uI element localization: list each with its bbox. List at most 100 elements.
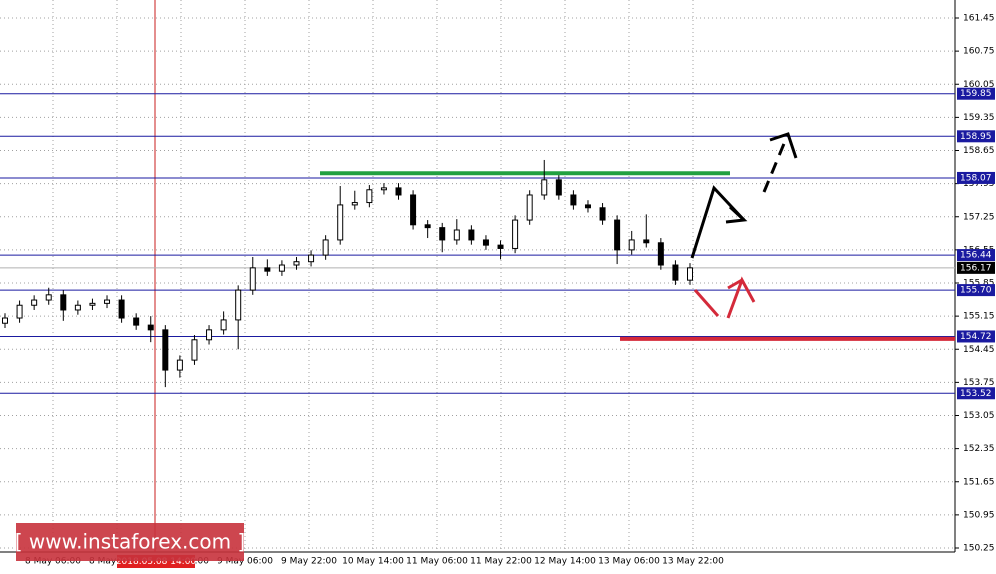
watermark-box (16, 523, 244, 561)
candle-body (89, 302, 96, 306)
candle-body (439, 227, 446, 241)
y-tick-label: 155.85 (963, 279, 995, 289)
candle-body (570, 194, 577, 206)
arrow-head (725, 205, 748, 224)
candle-body (278, 264, 285, 272)
level-label: 155.70 (960, 286, 992, 296)
x-tick-label: 12 May 14:00 (534, 557, 596, 567)
candle-body (264, 267, 271, 272)
candle-body (482, 239, 489, 246)
level-label: 158.95 (960, 132, 992, 142)
level-label-box (957, 330, 995, 343)
candle-body (599, 207, 606, 221)
y-tick-label: 150.25 (963, 544, 995, 554)
candle-body (74, 304, 81, 311)
candle-body (614, 219, 621, 251)
candle-body (672, 264, 679, 281)
candle-body (308, 254, 315, 263)
candle-body (657, 242, 664, 266)
candle-body (235, 289, 242, 321)
level-label-box (957, 171, 995, 184)
level-label-box (957, 387, 995, 400)
candle-body (468, 229, 475, 241)
y-tick-label: 153.05 (963, 411, 995, 421)
candle-body (191, 339, 198, 361)
watermark: [ www.instaforex.com ] (15, 530, 246, 554)
y-tick-label: 155.15 (963, 312, 995, 322)
candle-body (584, 204, 591, 209)
candle-body (643, 239, 650, 244)
candle-body (337, 204, 344, 241)
candle-body (293, 261, 300, 266)
arrow-head (727, 278, 743, 290)
candle-body (541, 179, 548, 196)
candle-body (555, 179, 562, 196)
candle-body (176, 359, 183, 371)
level-label-box (957, 284, 995, 297)
x-tick-label: 10 May 14:00 (342, 557, 404, 567)
y-tick-label: 151.65 (963, 477, 995, 487)
y-tick-label: 161.45 (963, 14, 995, 24)
y-tick-label: 150.95 (963, 510, 995, 520)
level-label-box (957, 87, 995, 100)
y-tick-label: 160.05 (963, 80, 995, 90)
x-tick-label: 11 May 22:00 (470, 557, 532, 567)
candle-body (687, 267, 693, 281)
current-price-label: 156.17 (960, 263, 992, 273)
candle-body (410, 194, 417, 226)
candle-body (118, 299, 125, 319)
y-tick-label: 159.35 (963, 113, 995, 123)
candle-body (133, 317, 140, 326)
candle-body (497, 244, 504, 249)
candle-body (512, 219, 519, 249)
candle-body (424, 224, 431, 229)
level-label: 158.07 (960, 173, 992, 183)
y-tick-label: 153.75 (963, 378, 995, 388)
x-tick-label: 9 May 06:00 (217, 557, 273, 567)
y-tick-label: 157.95 (963, 179, 995, 189)
candle-body (220, 319, 227, 331)
candle-body (2, 317, 8, 324)
candle-body (366, 189, 373, 204)
candle-body (351, 202, 358, 206)
candle-body (60, 294, 67, 311)
y-tick-label: 157.25 (963, 212, 995, 222)
level-label: 156.44 (960, 251, 992, 261)
forecast-arrows (690, 132, 798, 319)
x-tick-label: 13 May 22:00 (662, 557, 724, 567)
x-tick-label: 8 May 06:00 (25, 557, 81, 567)
cursor-label: 2018.05.08 14:00 (116, 557, 197, 567)
y-tick-label: 158.65 (963, 146, 995, 156)
y-tick-label: 160.75 (963, 47, 995, 57)
y-tick-label: 154.45 (963, 345, 995, 355)
candle-body (31, 299, 38, 306)
candle-body (249, 267, 256, 291)
candle-body (526, 194, 533, 221)
arrow-dashed (762, 133, 790, 193)
candle-body (453, 229, 460, 241)
level-label: 154.72 (960, 332, 992, 342)
level-label: 159.85 (960, 89, 992, 99)
candle-body (322, 239, 329, 256)
candle-body (104, 299, 111, 304)
candle-body (16, 304, 23, 319)
candle-body (395, 187, 402, 196)
candle-body (147, 324, 154, 331)
level-label-box (957, 130, 995, 143)
arrow-down (693, 289, 720, 317)
candle-body (206, 329, 213, 341)
candle-body (628, 239, 635, 251)
candle-body (45, 294, 52, 301)
candle-body (380, 187, 387, 191)
level-label: 153.52 (960, 389, 992, 399)
current-price-box (957, 261, 995, 274)
level-label-box (957, 249, 995, 262)
arrow-head (769, 132, 798, 159)
x-tick-label: 11 May 06:00 (406, 557, 468, 567)
candle-body (162, 329, 169, 371)
y-tick-label: 152.35 (963, 444, 995, 454)
